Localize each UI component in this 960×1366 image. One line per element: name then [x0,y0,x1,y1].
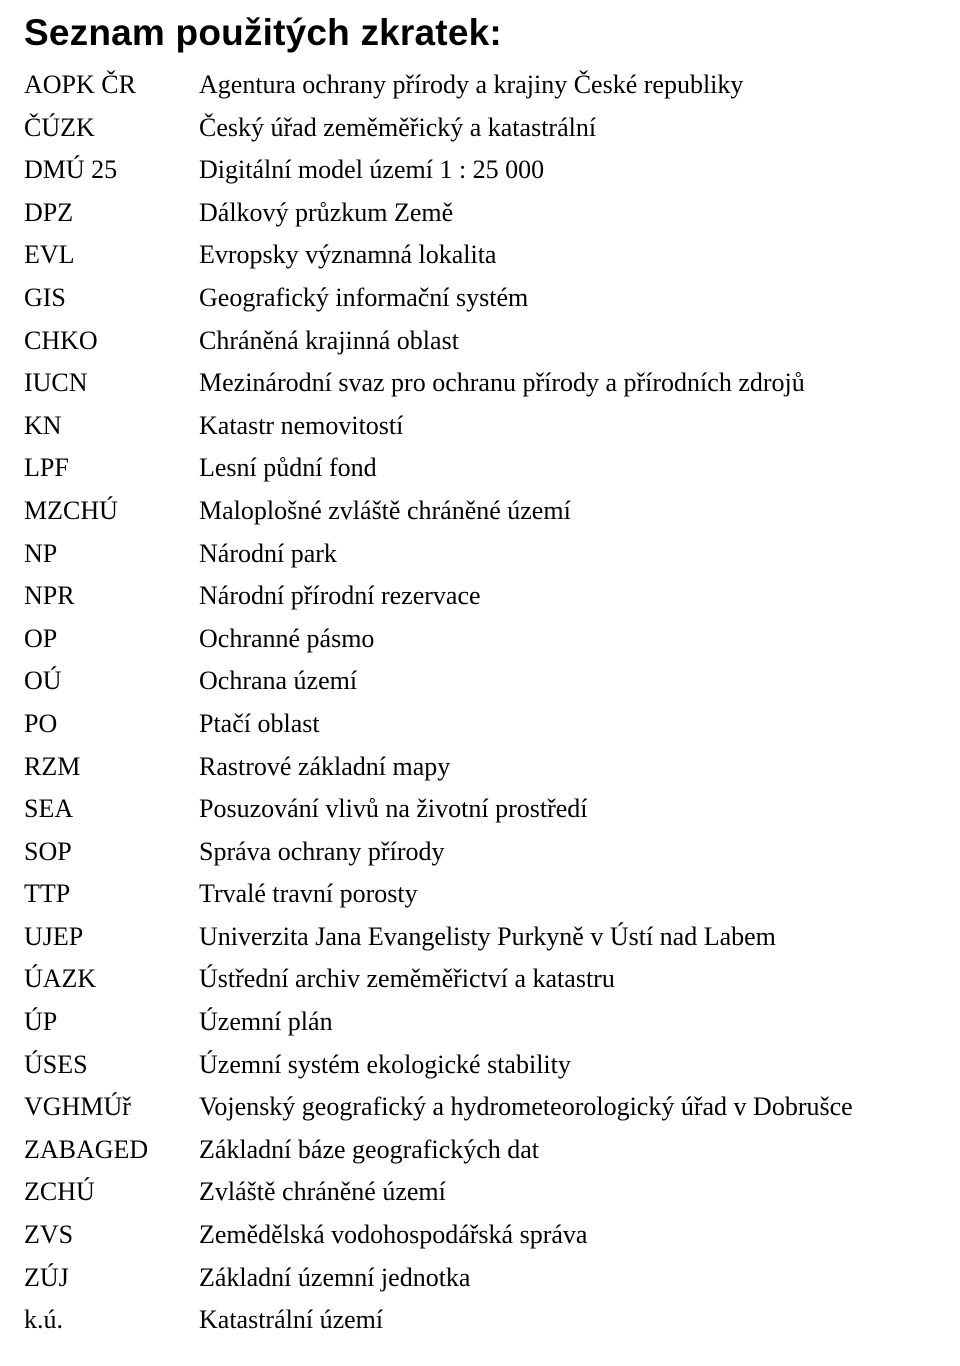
definition-cell: Územní plán [199,1001,936,1044]
definition-cell: Zemědělská vodohospodářská správa [199,1214,936,1257]
abbr-cell: VGHMÚř [24,1086,199,1129]
table-row: UJEPUniverzita Jana Evangelisty Purkyně … [24,916,936,959]
abbr-cell: GIS [24,277,199,320]
abbr-cell: PO [24,703,199,746]
table-row: CHKOChráněná krajinná oblast [24,320,936,363]
abbr-cell: UJEP [24,916,199,959]
abbr-cell: OÚ [24,660,199,703]
table-row: DMÚ 25Digitální model území 1 : 25 000 [24,149,936,192]
definition-cell: Digitální model území 1 : 25 000 [199,149,936,192]
definition-cell: Základní báze geografických dat [199,1129,936,1172]
definition-cell: Lesní půdní fond [199,447,936,490]
table-row: ČÚZKČeský úřad zeměměřický a katastrální [24,107,936,150]
table-row: NPNárodní park [24,533,936,576]
definition-cell: Základní územní jednotka [199,1257,936,1300]
table-row: SEAPosuzování vlivů na životní prostředí [24,788,936,831]
abbr-cell: ČÚZK [24,107,199,150]
table-row: TTPTrvalé travní porosty [24,873,936,916]
table-row: DPZDálkový průzkum Země [24,192,936,235]
definition-cell: Posuzování vlivů na životní prostředí [199,788,936,831]
definition-cell: Katastr nemovitostí [199,405,936,448]
table-row: VGHMÚřVojenský geografický a hydrometeor… [24,1086,936,1129]
abbr-cell: IUCN [24,362,199,405]
definition-cell: Správa ochrany přírody [199,831,936,874]
table-row: NPRNárodní přírodní rezervace [24,575,936,618]
table-row: AOPK ČRAgentura ochrany přírody a krajin… [24,64,936,107]
definition-cell: Ústřední archiv zeměměřictví a katastru [199,958,936,1001]
table-row: SOPSpráva ochrany přírody [24,831,936,874]
table-row: POPtačí oblast [24,703,936,746]
definition-cell: Chráněná krajinná oblast [199,320,936,363]
definition-cell: Národní park [199,533,936,576]
abbr-cell: KN [24,405,199,448]
definition-cell: Rastrové základní mapy [199,746,936,789]
definition-cell: Trvalé travní porosty [199,873,936,916]
abbr-cell: OP [24,618,199,661]
abbr-cell: CHKO [24,320,199,363]
abbr-cell: TTP [24,873,199,916]
abbr-cell: SEA [24,788,199,831]
abbr-cell: DPZ [24,192,199,235]
abbr-cell: ÚAZK [24,958,199,1001]
definition-cell: Maloplošné zvláště chráněné území [199,490,936,533]
table-row: ÚSESÚzemní systém ekologické stability [24,1044,936,1087]
table-row: RZMRastrové základní mapy [24,746,936,789]
abbr-cell: SOP [24,831,199,874]
table-row: LPFLesní půdní fond [24,447,936,490]
table-row: k.ú.Katastrální území [24,1299,936,1342]
definition-cell: Mezinárodní svaz pro ochranu přírody a p… [199,362,936,405]
definition-cell: Územní systém ekologické stability [199,1044,936,1087]
abbr-cell: LPF [24,447,199,490]
table-row: ÚAZKÚstřední archiv zeměměřictví a katas… [24,958,936,1001]
abbr-cell: NPR [24,575,199,618]
table-row: ZVSZemědělská vodohospodářská správa [24,1214,936,1257]
document-page: Seznam použitých zkratek: AOPK ČRAgentur… [0,0,960,1366]
abbreviations-table: AOPK ČRAgentura ochrany přírody a krajin… [24,64,936,1342]
table-row: OPOchranné pásmo [24,618,936,661]
abbr-cell: EVL [24,234,199,277]
table-row: KNKatastr nemovitostí [24,405,936,448]
abbr-cell: ÚP [24,1001,199,1044]
definition-cell: Ptačí oblast [199,703,936,746]
definition-cell: Dálkový průzkum Země [199,192,936,235]
table-row: ZÚJZákladní územní jednotka [24,1257,936,1300]
page-title: Seznam použitých zkratek: [24,12,936,54]
table-row: EVLEvropsky významná lokalita [24,234,936,277]
abbr-cell: ZÚJ [24,1257,199,1300]
abbr-cell: RZM [24,746,199,789]
abbr-cell: ZVS [24,1214,199,1257]
definition-cell: Český úřad zeměměřický a katastrální [199,107,936,150]
table-row: OÚOchrana území [24,660,936,703]
table-row: ZCHÚZvláště chráněné území [24,1171,936,1214]
abbr-cell: ZABAGED [24,1129,199,1172]
abbr-cell: k.ú. [24,1299,199,1342]
table-row: IUCNMezinárodní svaz pro ochranu přírody… [24,362,936,405]
definition-cell: Geografický informační systém [199,277,936,320]
definition-cell: Zvláště chráněné území [199,1171,936,1214]
abbr-cell: ZCHÚ [24,1171,199,1214]
table-row: MZCHÚMaloplošné zvláště chráněné území [24,490,936,533]
abbr-cell: NP [24,533,199,576]
definition-cell: Ochrana území [199,660,936,703]
definition-cell: Národní přírodní rezervace [199,575,936,618]
definition-cell: Evropsky významná lokalita [199,234,936,277]
abbr-cell: DMÚ 25 [24,149,199,192]
table-row: GISGeografický informační systém [24,277,936,320]
abbr-cell: ÚSES [24,1044,199,1087]
abbreviations-tbody: AOPK ČRAgentura ochrany přírody a krajin… [24,64,936,1342]
definition-cell: Agentura ochrany přírody a krajiny České… [199,64,936,107]
definition-cell: Katastrální území [199,1299,936,1342]
abbr-cell: AOPK ČR [24,64,199,107]
table-row: ÚPÚzemní plán [24,1001,936,1044]
definition-cell: Vojenský geografický a hydrometeorologic… [199,1086,936,1129]
definition-cell: Univerzita Jana Evangelisty Purkyně v Ús… [199,916,936,959]
abbr-cell: MZCHÚ [24,490,199,533]
table-row: ZABAGEDZákladní báze geografických dat [24,1129,936,1172]
definition-cell: Ochranné pásmo [199,618,936,661]
